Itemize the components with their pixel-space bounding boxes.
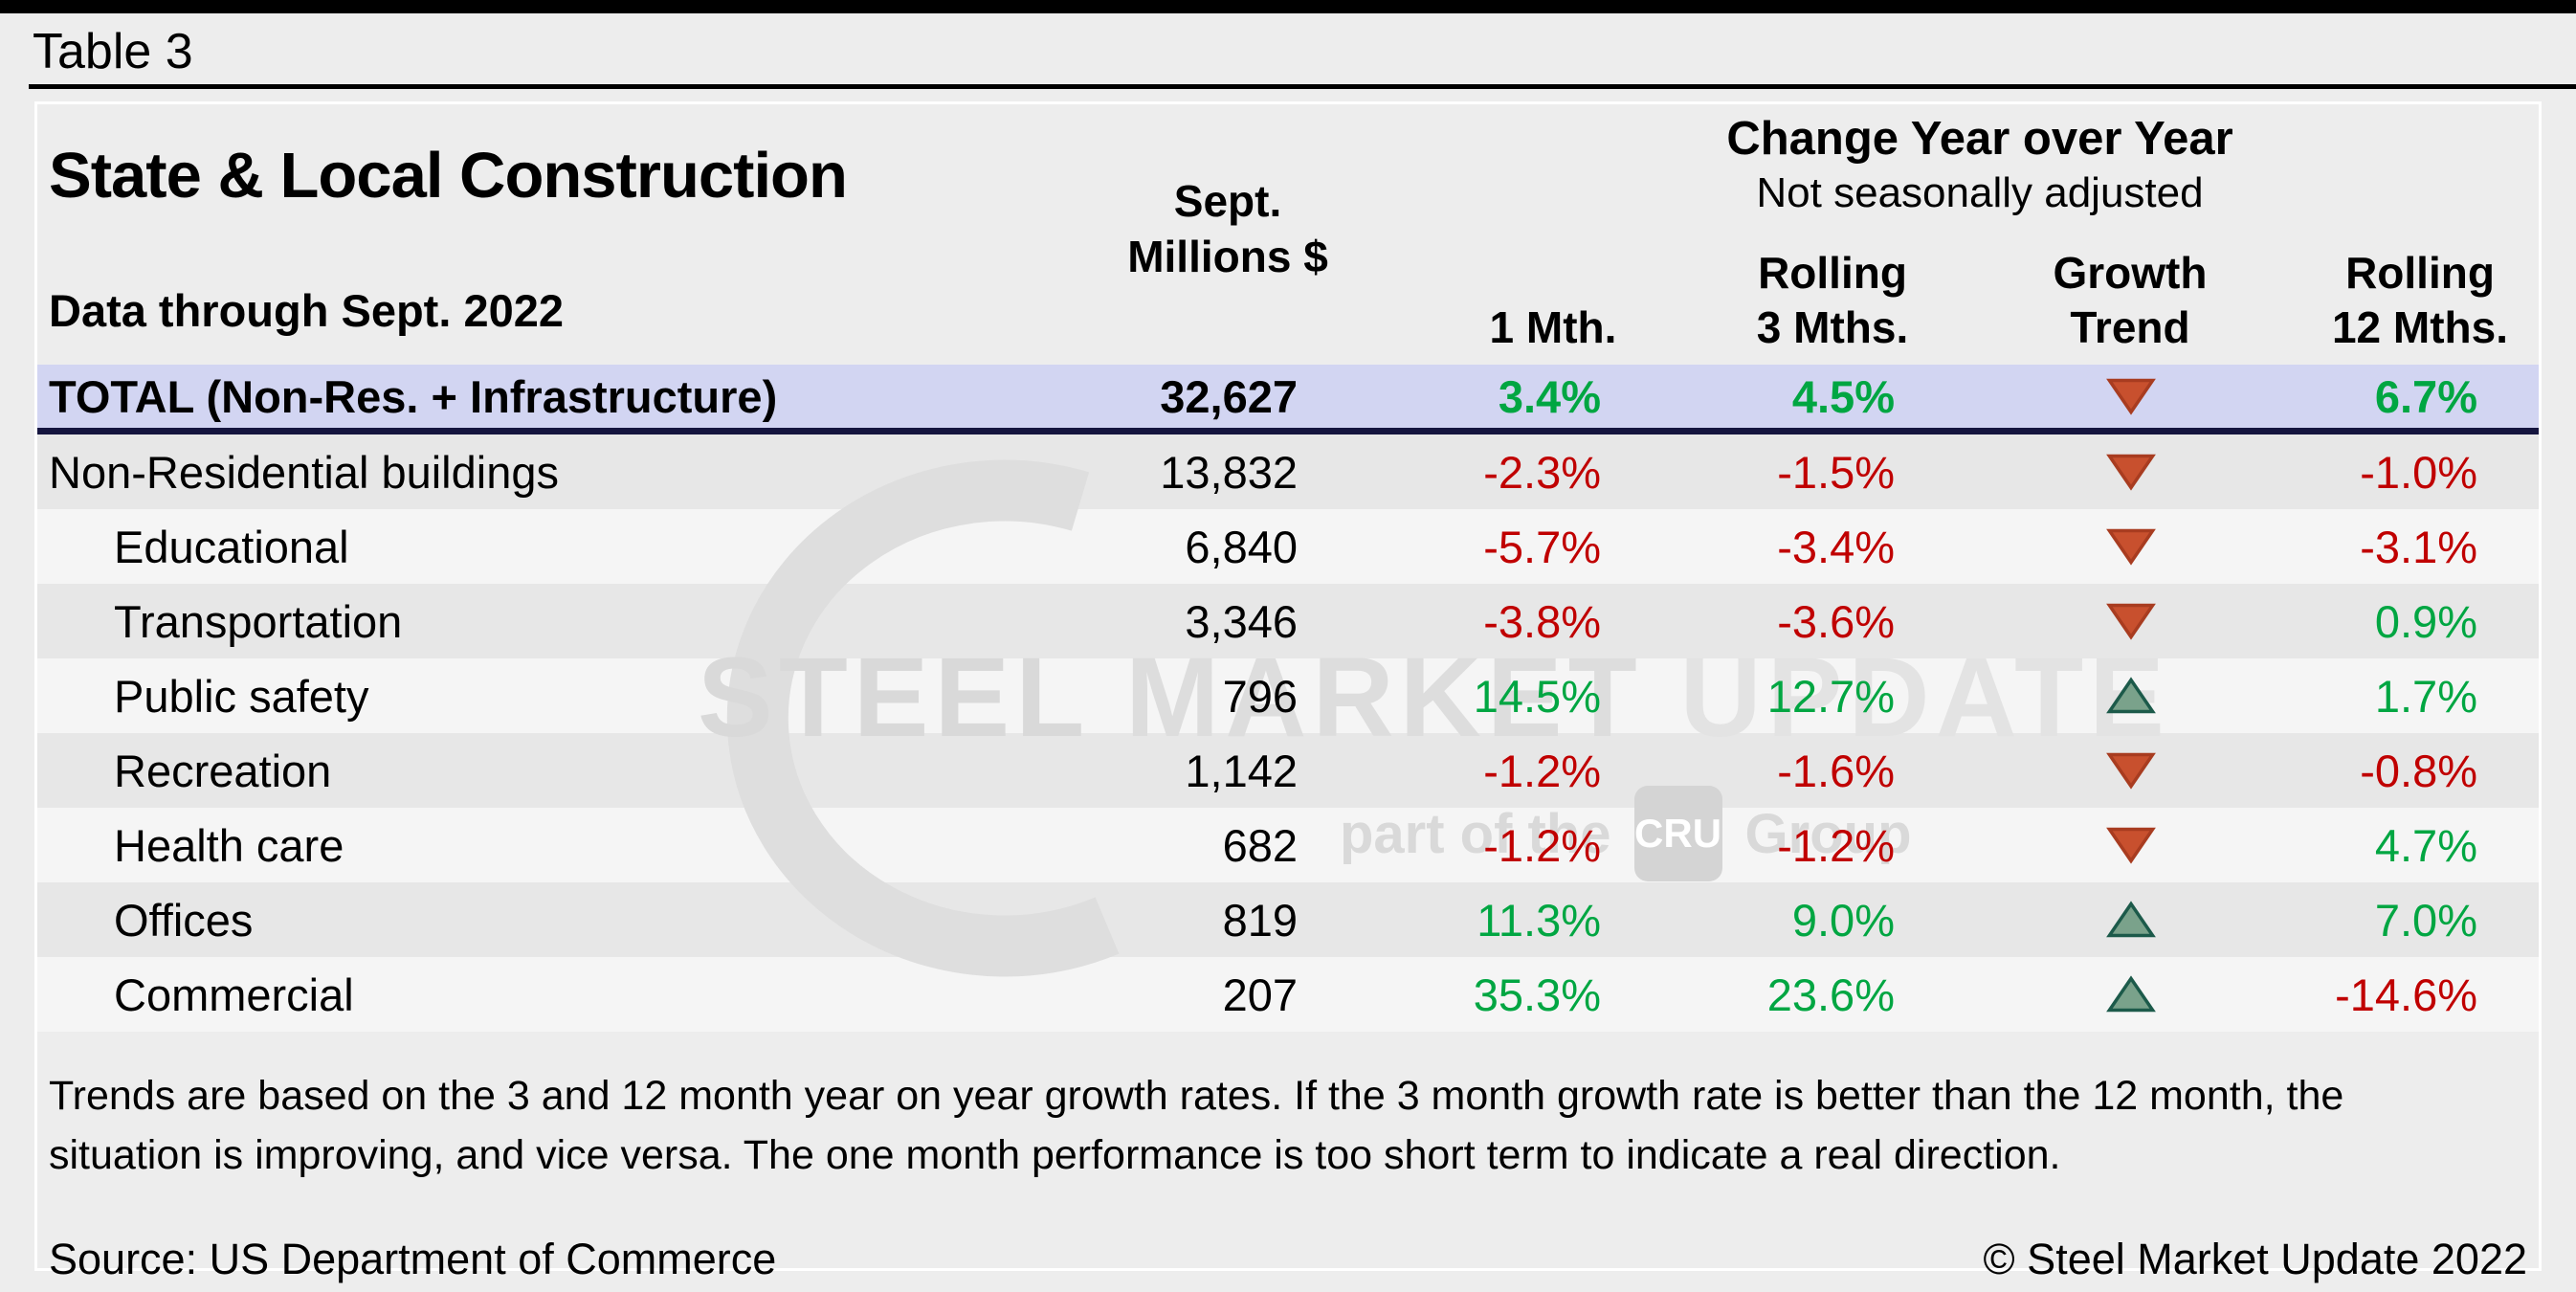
row-label: Non-Residential buildings xyxy=(49,446,559,498)
table-row: Public safety 796 14.5% 12.7% 1.7% xyxy=(37,658,2539,733)
growth-trend-cell xyxy=(1923,602,2338,640)
pct-1mth-value: 14.5% xyxy=(1473,670,1601,722)
pct-3mths-value: -3.4% xyxy=(1777,521,1895,572)
pct-12mths-value: -1.0% xyxy=(2360,446,2477,498)
pct-1mth-value: -1.2% xyxy=(1483,745,1601,796)
table-number-label: Table 3 xyxy=(33,24,193,79)
pct-1mth-value: -5.7% xyxy=(1483,521,1601,572)
table-row: Recreation 1,142 -1.2% -1.6% -0.8% xyxy=(37,733,2539,808)
row-label: Health care xyxy=(114,819,344,871)
change-yoy-title: Change Year over Year xyxy=(1726,113,2233,165)
top-black-bar xyxy=(0,0,2576,13)
trend-up-icon xyxy=(2105,901,2156,938)
pct-12mths-value: 1.7% xyxy=(2374,670,2477,722)
table-row: Health care 682 -1.2% -1.2% 4.7% xyxy=(37,808,2539,882)
pct-12mths-value: -3.1% xyxy=(2360,521,2477,572)
pct-12mths-value: 0.9% xyxy=(2374,595,2477,647)
growth-trend-cell xyxy=(1923,527,2338,566)
millions-value: 819 xyxy=(1222,894,1298,946)
pct-3mths-value: -1.5% xyxy=(1777,446,1895,498)
trend-down-icon xyxy=(2105,528,2156,566)
construction-table-panel: State & Local Construction Data through … xyxy=(34,101,2542,1283)
trend-explanation-note: Trends are based on the 3 and 12 month y… xyxy=(49,1073,2344,1178)
millions-value: 1,142 xyxy=(1185,745,1298,796)
column-header-millions: Sept. Millions $ xyxy=(1127,176,1328,281)
pct-1mth-value: 3.4% xyxy=(1498,370,1601,422)
pct-3mths-value: -1.2% xyxy=(1777,819,1895,871)
source-label: Source: US Department of Commerce xyxy=(49,1235,777,1283)
row-label: Transportation xyxy=(114,595,403,647)
pct-3mths-value: 12.7% xyxy=(1766,670,1895,722)
column-header-rolling-3mths: Rolling 3 Mths. xyxy=(1756,248,1909,352)
millions-value: 3,346 xyxy=(1185,595,1298,647)
pct-12mths-value: -14.6% xyxy=(2335,969,2477,1020)
pct-3mths-value: 4.5% xyxy=(1791,370,1895,422)
column-header-growth-trend: Growth Trend xyxy=(2053,248,2208,352)
millions-value: 13,832 xyxy=(1160,446,1298,498)
table-row: Offices 819 11.3% 9.0% 7.0% xyxy=(37,882,2539,957)
millions-value: 6,840 xyxy=(1185,521,1298,572)
trend-down-icon xyxy=(2105,378,2156,415)
trend-up-icon xyxy=(2105,975,2156,1013)
row-label: Offices xyxy=(114,894,254,946)
trend-down-icon xyxy=(2105,454,2156,491)
millions-value: 796 xyxy=(1222,670,1298,722)
growth-trend-cell xyxy=(1923,975,2338,1014)
pct-1mth-value: -1.2% xyxy=(1483,819,1601,871)
pct-12mths-value: 7.0% xyxy=(2374,894,2477,946)
millions-value: 682 xyxy=(1222,819,1298,871)
pct-1mth-value: -2.3% xyxy=(1483,446,1601,498)
column-header-rolling-12mths: Rolling 12 Mths. xyxy=(2331,248,2509,352)
row-label: Recreation xyxy=(114,745,332,796)
table-body: TOTAL (Non-Res. + Infrastructure) 32,627… xyxy=(37,365,2539,1032)
pct-1mth-value: 35.3% xyxy=(1473,969,1601,1020)
trend-down-icon xyxy=(2105,827,2156,864)
growth-trend-cell xyxy=(1923,826,2338,864)
not-seasonally-adjusted-note: Not seasonally adjusted xyxy=(1756,169,2204,216)
growth-trend-cell xyxy=(1923,453,2338,491)
trend-down-icon xyxy=(2105,752,2156,790)
trend-down-icon xyxy=(2105,603,2156,640)
pct-12mths-value: 6.7% xyxy=(2374,370,2477,422)
table-header: State & Local Construction Data through … xyxy=(37,104,2539,365)
pct-12mths-value: -0.8% xyxy=(2360,745,2477,796)
table-row: Transportation 3,346 -3.8% -3.6% 0.9% xyxy=(37,584,2539,658)
pct-3mths-value: 23.6% xyxy=(1766,969,1895,1020)
table-row: Non-Residential buildings 13,832 -2.3% -… xyxy=(37,434,2539,509)
pct-3mths-value: -1.6% xyxy=(1777,745,1895,796)
table-row: Commercial 207 35.3% 23.6% -14.6% xyxy=(37,957,2539,1032)
pct-12mths-value: 4.7% xyxy=(2374,819,2477,871)
change-yoy-group-header: Change Year over Year Not seasonally adj… xyxy=(1549,112,2410,217)
pct-1mth-value: 11.3% xyxy=(1477,894,1601,946)
pct-3mths-value: -3.6% xyxy=(1777,595,1895,647)
trend-up-icon xyxy=(2105,677,2156,714)
row-label: Public safety xyxy=(114,670,369,722)
growth-trend-cell xyxy=(1923,751,2338,790)
growth-trend-cell xyxy=(1923,377,2338,415)
footer-row: Source: US Department of Commerce © Stee… xyxy=(49,1235,2527,1284)
table-row: TOTAL (Non-Res. + Infrastructure) 32,627… xyxy=(37,365,2539,434)
data-through-label: Data through Sept. 2022 xyxy=(49,285,564,336)
pct-1mth-value: -3.8% xyxy=(1483,595,1601,647)
pct-3mths-value: 9.0% xyxy=(1791,894,1895,946)
row-label: TOTAL (Non-Res. + Infrastructure) xyxy=(49,370,778,422)
top-divider-rule xyxy=(29,84,2576,89)
row-label: Commercial xyxy=(114,969,354,1020)
growth-trend-cell xyxy=(1923,677,2338,715)
row-label: Educational xyxy=(114,521,349,572)
column-header-1mth: 1 Mth. xyxy=(1489,302,1617,352)
page-title: State & Local Construction xyxy=(49,140,848,212)
copyright-label: © Steel Market Update 2022 xyxy=(1983,1235,2527,1283)
millions-value: 207 xyxy=(1222,969,1298,1020)
growth-trend-cell xyxy=(1923,901,2338,939)
table-row: Educational 6,840 -5.7% -3.4% -3.1% xyxy=(37,509,2539,584)
millions-value: 32,627 xyxy=(1160,370,1298,422)
